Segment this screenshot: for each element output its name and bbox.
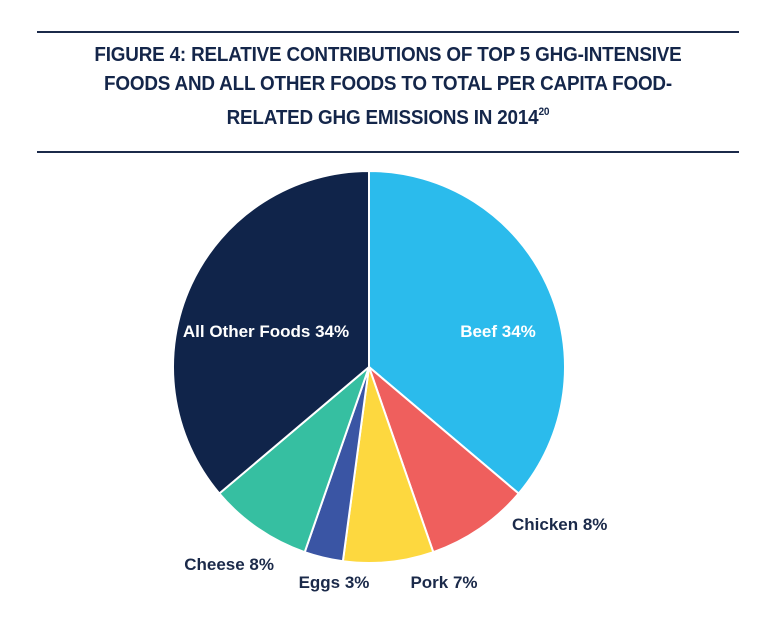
- title-bottom-rule: [37, 151, 739, 153]
- pie-slice-cheese: [218, 366, 370, 554]
- pie-slice-all-other-foods: [171, 170, 370, 495]
- slice-label-beef: Beef 34%: [460, 322, 536, 341]
- slice-label-chicken: Chicken 8%: [512, 515, 607, 534]
- chart-title-text: FIGURE 4: RELATIVE CONTRIBUTIONS OF TOP …: [94, 43, 682, 129]
- slice-label-pork: Pork 7%: [410, 573, 477, 592]
- slice-label-all-other-foods: All Other Foods 34%: [183, 322, 349, 341]
- pie-slice-chicken: [368, 366, 520, 554]
- chart-title-footnote: 20: [538, 106, 550, 118]
- pie-slice-beef: [368, 170, 567, 495]
- title-top-rule: [37, 31, 739, 33]
- slice-label-eggs: Eggs 3%: [299, 573, 370, 592]
- chart-title: FIGURE 4: RELATIVE CONTRIBUTIONS OF TOP …: [65, 40, 711, 132]
- slice-label-cheese: Cheese 8%: [184, 555, 274, 574]
